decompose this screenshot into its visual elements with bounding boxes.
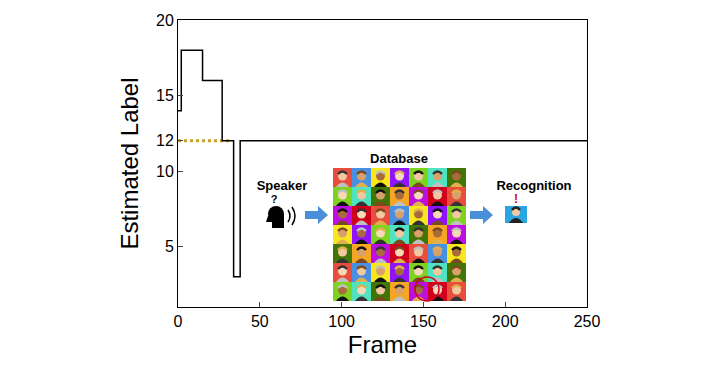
svg-text:10: 10 xyxy=(156,163,174,180)
svg-text:150: 150 xyxy=(410,313,437,330)
svg-text:200: 200 xyxy=(492,313,519,330)
svg-text:?: ? xyxy=(271,193,278,205)
svg-text:12: 12 xyxy=(156,132,174,149)
svg-text:100: 100 xyxy=(328,313,355,330)
svg-text:5: 5 xyxy=(165,238,174,255)
svg-text:Recognition: Recognition xyxy=(496,178,571,193)
svg-text:Estimated Label: Estimated Label xyxy=(116,77,143,249)
svg-text:Database: Database xyxy=(370,151,428,166)
svg-text:Speaker: Speaker xyxy=(257,178,308,193)
svg-text:Frame: Frame xyxy=(348,331,417,358)
svg-text:15: 15 xyxy=(156,87,174,104)
svg-text:!: ! xyxy=(514,192,518,206)
svg-text:50: 50 xyxy=(251,313,269,330)
svg-text:0: 0 xyxy=(174,313,183,330)
svg-text:250: 250 xyxy=(574,313,601,330)
svg-text:20: 20 xyxy=(156,12,174,29)
